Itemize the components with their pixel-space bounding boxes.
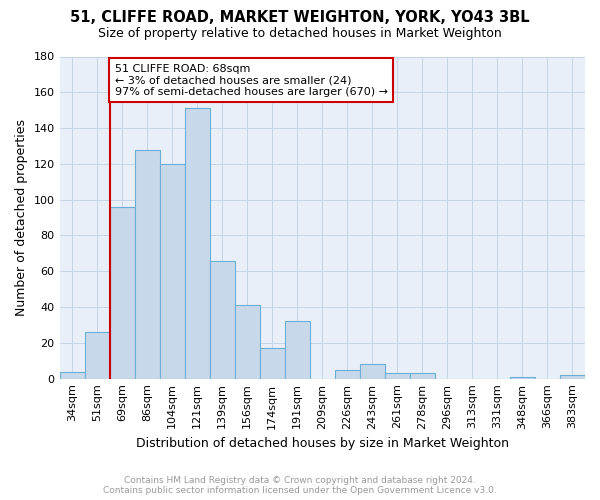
Bar	[285, 322, 310, 378]
Bar	[510, 377, 535, 378]
Bar	[134, 150, 160, 378]
Text: 51, CLIFFE ROAD, MARKET WEIGHTON, YORK, YO43 3BL: 51, CLIFFE ROAD, MARKET WEIGHTON, YORK, …	[70, 10, 530, 25]
Y-axis label: Number of detached properties: Number of detached properties	[15, 119, 28, 316]
Text: Size of property relative to detached houses in Market Weighton: Size of property relative to detached ho…	[98, 28, 502, 40]
Text: 51 CLIFFE ROAD: 68sqm
← 3% of detached houses are smaller (24)
97% of semi-detac: 51 CLIFFE ROAD: 68sqm ← 3% of detached h…	[115, 64, 388, 97]
Bar	[335, 370, 360, 378]
Bar	[85, 332, 110, 378]
Bar	[260, 348, 285, 378]
X-axis label: Distribution of detached houses by size in Market Weighton: Distribution of detached houses by size …	[136, 437, 509, 450]
Bar	[59, 372, 85, 378]
Bar	[410, 374, 435, 378]
Text: Contains HM Land Registry data © Crown copyright and database right 2024.
Contai: Contains HM Land Registry data © Crown c…	[103, 476, 497, 495]
Bar	[360, 364, 385, 378]
Bar	[560, 375, 585, 378]
Bar	[110, 207, 134, 378]
Bar	[209, 260, 235, 378]
Bar	[160, 164, 185, 378]
Bar	[385, 374, 410, 378]
Bar	[235, 306, 260, 378]
Bar	[185, 108, 209, 378]
